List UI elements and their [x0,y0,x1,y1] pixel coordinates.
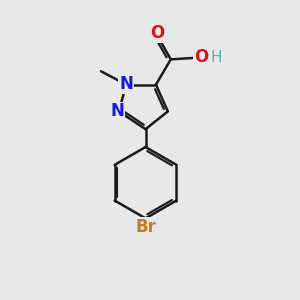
Text: Br: Br [135,218,156,236]
Text: N: N [110,102,124,120]
Text: O: O [150,24,165,42]
Text: H: H [210,50,222,65]
Text: N: N [119,75,133,93]
Text: O: O [194,48,208,66]
